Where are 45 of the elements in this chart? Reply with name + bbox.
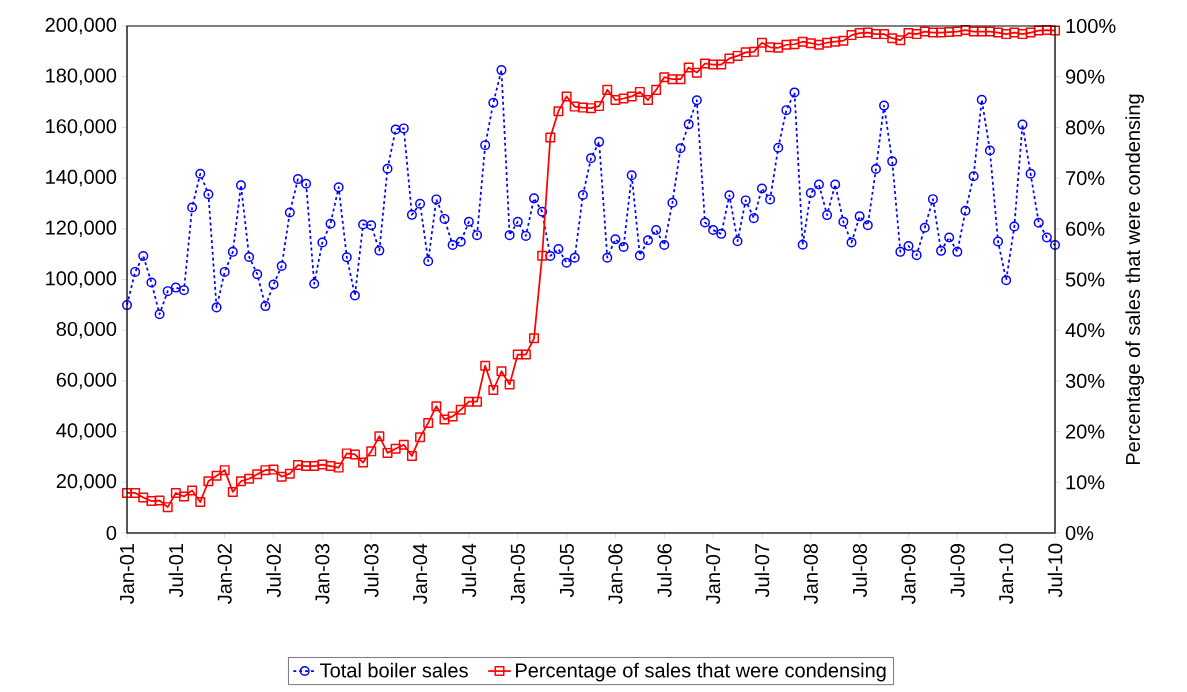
x-tick-label: Jul-06 bbox=[656, 543, 672, 598]
x-tick-label: Jan-01 bbox=[119, 544, 135, 604]
x-tick-label: Jul-07 bbox=[754, 544, 770, 598]
x-tick-label: Jan-08 bbox=[803, 543, 818, 604]
y2-tick-label: 10% bbox=[1066, 475, 1105, 490]
x-tick-label: Jan-06 bbox=[608, 543, 623, 604]
x-tick-label: Jan-03 bbox=[315, 543, 330, 604]
y-tick-label: 200,000 bbox=[45, 17, 117, 35]
y2-tick-label: 40% bbox=[1065, 323, 1105, 338]
y2-tick-label: 50% bbox=[1065, 272, 1105, 287]
x-tick-label: Jul-03 bbox=[363, 543, 379, 598]
y2-tick-label: 70% bbox=[1066, 171, 1105, 186]
y-tick-label: 0 bbox=[106, 525, 117, 541]
x-tick-label: Jan-09 bbox=[901, 544, 916, 604]
x-tick-label: Jan-10 bbox=[999, 543, 1014, 604]
y2-tick-label: 100% bbox=[1066, 18, 1116, 34]
x-tick-label: Jul-05 bbox=[559, 543, 574, 598]
y2-tick-label: 60% bbox=[1066, 221, 1105, 236]
y-tick-label: 140,000 bbox=[46, 169, 117, 187]
x-tick-label: Jan-04 bbox=[412, 543, 428, 604]
x-tick-label: Jul-10 bbox=[1047, 543, 1063, 598]
y-tick-label: 100,000 bbox=[46, 271, 117, 288]
legend-label: Percentage of sales that were condensing bbox=[516, 662, 886, 682]
y-tick-label: 160,000 bbox=[46, 119, 117, 136]
y-tick-label: 80,000 bbox=[56, 321, 117, 339]
y2-axis-title: Percentage of sales that were condensing bbox=[1125, 94, 1144, 465]
x-tick-label: Jan-02 bbox=[217, 544, 232, 604]
y2-tick-label: 80% bbox=[1065, 120, 1105, 135]
x-tick-label: Jan-05 bbox=[510, 543, 525, 604]
x-tick-label: Jul-09 bbox=[949, 544, 965, 598]
y2-tick-label: 20% bbox=[1066, 424, 1105, 439]
x-tick-label: Jul-01 bbox=[168, 544, 184, 598]
y-tick-label: 40,000 bbox=[56, 423, 117, 440]
x-tick-label: Jul-02 bbox=[266, 544, 281, 598]
y-tick-label: 20,000 bbox=[56, 474, 117, 491]
y2-tick-label: 90% bbox=[1066, 69, 1105, 84]
x-tick-label: Jul-04 bbox=[461, 543, 477, 598]
y2-tick-label: 30% bbox=[1065, 373, 1105, 388]
y-tick-label: 180,000 bbox=[46, 68, 117, 85]
y-tick-label: 60,000 bbox=[56, 372, 117, 390]
x-tick-label: Jan-07 bbox=[706, 544, 721, 604]
legend-label: Total boiler sales bbox=[320, 662, 468, 678]
y2-tick-label: 0% bbox=[1065, 525, 1094, 541]
y-tick-label: 120,000 bbox=[46, 220, 117, 238]
x-tick-label: Jul-08 bbox=[852, 543, 867, 598]
